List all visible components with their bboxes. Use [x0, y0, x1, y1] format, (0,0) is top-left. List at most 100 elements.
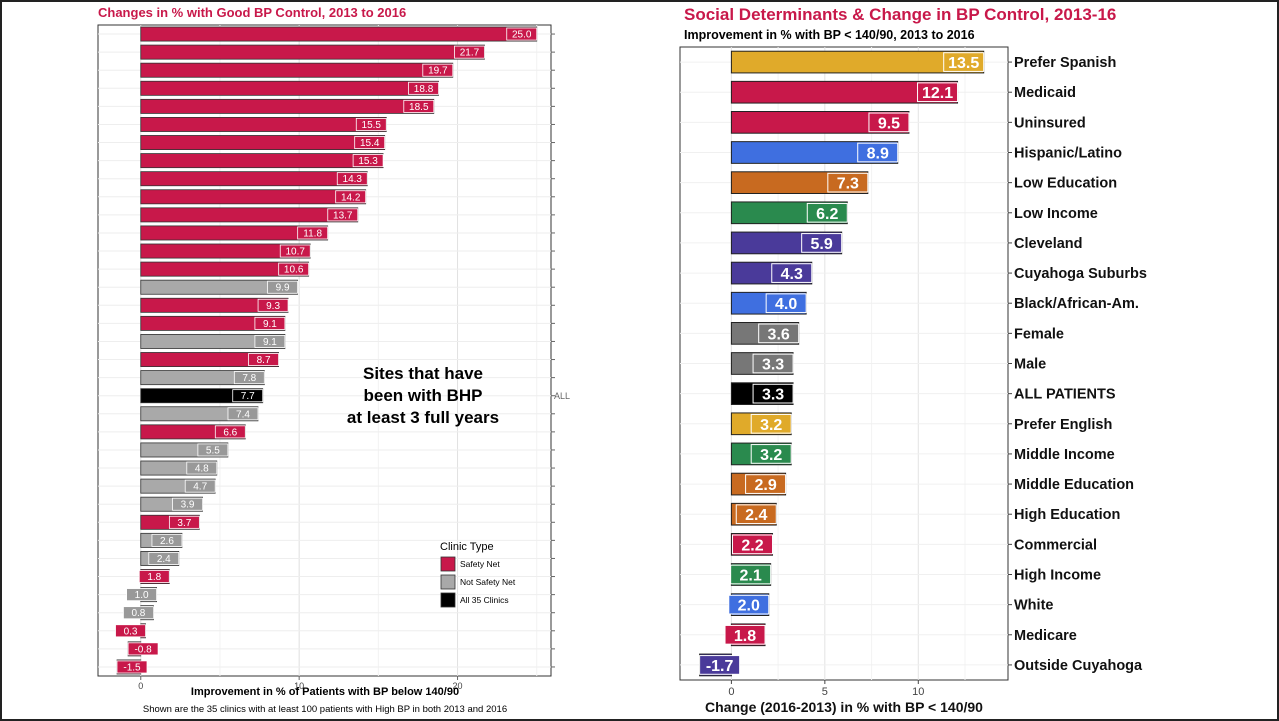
- chart2-data-label-box: [771, 263, 813, 283]
- chart1-data-label-box: [232, 389, 264, 403]
- chart1-data-label: -1.5: [123, 662, 141, 673]
- chart1-data-label: 7.7: [241, 391, 255, 402]
- chart1-legend-title: Clinic Type: [440, 541, 494, 553]
- chart2-data-label-box: [752, 383, 794, 404]
- chart2-data-label-box: [728, 594, 770, 615]
- chart1-data-label: 6.6: [223, 427, 237, 438]
- chart1-data-label: 19.7: [428, 66, 448, 77]
- chart1-data-label: 10.7: [286, 247, 306, 258]
- chart1-panel: [97, 24, 552, 677]
- chart1-data-label-box: [336, 172, 368, 186]
- chart1-all-label: ALL: [554, 391, 570, 401]
- chart1-legend-label: All 35 Clinics: [460, 595, 509, 605]
- chart2-subtitle: Improvement in % with BP < 140/90, 2013 …: [684, 28, 975, 42]
- chart1-data-label-box: [116, 660, 148, 674]
- chart2-category-label: Commercial: [1014, 537, 1097, 553]
- chart1-data-label: 25.0: [512, 30, 532, 41]
- chart2-category-label: Black/African-Am.: [1014, 296, 1139, 312]
- chart2-data-label: 3.2: [760, 447, 782, 464]
- chart2-data-label: -1.7: [706, 658, 734, 675]
- chart1-legend-label: Safety Net: [460, 559, 500, 569]
- chart1-data-label-box: [454, 45, 485, 59]
- chart2-category-label: Hispanic/Latino: [1014, 146, 1122, 162]
- chart2-category-label: Male: [1014, 357, 1046, 373]
- chart2-category-label: Uninsured: [1014, 115, 1086, 131]
- chart1-title: Changes in % with Good BP Control, 2013 …: [98, 5, 406, 20]
- chart1-data-label-box: [354, 136, 386, 149]
- chart1-bar: [140, 44, 485, 60]
- chart2-category-label: High Education: [1014, 507, 1120, 523]
- chart1-data-label-box: [172, 497, 203, 511]
- chart2-data-label-box: [735, 504, 777, 525]
- chart1-data-label-box: [186, 461, 218, 475]
- chart2-data-label: 2.9: [754, 477, 776, 494]
- chart2-data-label: 3.6: [768, 326, 790, 343]
- chart2-data-label-box: [758, 323, 800, 344]
- chart2-category-label: High Income: [1014, 568, 1101, 584]
- chart1-data-label: 1.0: [135, 590, 149, 601]
- chart1-bar: [140, 171, 368, 187]
- chart2-data-label: 3.3: [762, 387, 784, 404]
- chart1-bar: [140, 207, 359, 223]
- chart1-data-label-box: [327, 208, 359, 222]
- chart2-category-label: White: [1014, 598, 1053, 614]
- chart1-data-label: 15.5: [362, 120, 382, 131]
- chart2-category-label: Medicaid: [1014, 85, 1076, 101]
- chart1-data-label-box: [233, 371, 265, 385]
- chart2-data-label-box: [857, 142, 899, 163]
- chart2-data-label-box: [724, 624, 766, 645]
- chart1-legend-swatch: [440, 574, 456, 590]
- chart1-data-label: 4.8: [195, 464, 209, 475]
- chart2-data-label: 8.9: [867, 146, 889, 163]
- chart1-data-label: 1.8: [147, 572, 161, 583]
- chart2-x-tick-label: 0: [728, 686, 734, 698]
- chart1-data-label: 9.3: [266, 301, 280, 312]
- chart1-data-label: 3.9: [181, 500, 195, 511]
- chart1-data-label-box: [214, 425, 246, 439]
- chart2-category-label: Prefer Spanish: [1014, 55, 1116, 71]
- chart2-data-label-box: [765, 293, 807, 314]
- chart1-data-label-box: [254, 316, 286, 330]
- chart2-data-label: 2.2: [741, 537, 763, 554]
- chart1-x-tick-label: 20: [453, 681, 463, 691]
- chart1-annotation-line: at least 3 full years: [347, 408, 499, 427]
- chart1-data-label-box: [297, 226, 329, 240]
- chart1-annotation-line: Sites that have: [363, 364, 483, 383]
- chart2-category-label: Prefer English: [1014, 417, 1112, 433]
- chart2-x-tick-label: 10: [912, 686, 924, 698]
- chart1-data-label: 4.7: [193, 482, 207, 493]
- chart1-data-label: 0.3: [124, 626, 138, 637]
- chart1-x-tick-label: 10: [294, 681, 304, 691]
- chart2-data-label: 3.3: [762, 357, 784, 374]
- chart1-data-label: 5.5: [206, 445, 220, 456]
- chart2-data-label: 2.4: [745, 507, 767, 524]
- chart1-legend-swatch: [440, 592, 456, 608]
- chart2-data-label-box: [801, 233, 843, 253]
- chart1-data-label-box: [184, 479, 216, 493]
- chart2-data-label-box: [917, 82, 959, 103]
- chart1-data-label: 3.7: [177, 518, 191, 529]
- chart1-data-label-box: [227, 407, 259, 421]
- chart1-bar: [140, 62, 454, 78]
- chart1-bar: [140, 153, 384, 169]
- chart2-data-label: 6.2: [816, 206, 838, 223]
- chart2-data-label-box: [745, 474, 787, 494]
- chart1-data-label: 8.7: [257, 355, 271, 366]
- chart1-data-label-box: [335, 190, 367, 204]
- chart1-data-label-box: [248, 353, 279, 366]
- chart2-category-label: Cuyahoga Suburbs: [1014, 266, 1147, 282]
- chart1-bar: [140, 189, 367, 205]
- chart1-data-label-box: [352, 154, 384, 168]
- chart1-data-label: 9.1: [263, 337, 277, 348]
- chart1-plot-area: 25.0 21.7 19.7 18.8 18.5 15.5 15.4 15.3 14.3 14.2…: [97, 24, 570, 691]
- chart1-x-axis-label: Improvement in % of Patients with BP bel…: [191, 686, 459, 698]
- chart2-data-label-box: [806, 202, 848, 223]
- chart2-category-label: Low Income: [1014, 206, 1098, 222]
- chart2-data-label: 3.2: [760, 417, 782, 434]
- chart2-data-label-box: [750, 413, 792, 434]
- chart1-data-label-box: [408, 81, 439, 95]
- chart1-data-label-box: [355, 118, 387, 131]
- chart1-data-label: 9.9: [276, 283, 290, 294]
